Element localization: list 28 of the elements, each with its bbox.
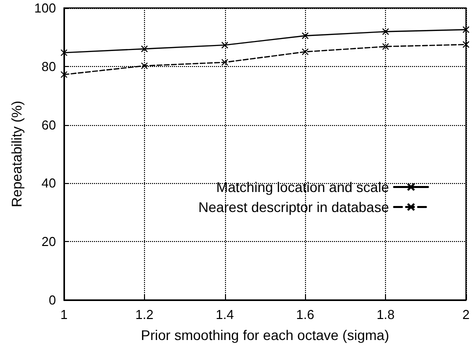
- y-tick-label: 100: [34, 0, 56, 16]
- point: [140, 62, 148, 70]
- point: [302, 48, 309, 56]
- point: [60, 71, 68, 78]
- x-tick-label: 1.8: [376, 307, 395, 322]
- point: [221, 42, 228, 49]
- legend-label: Matching location and scale: [216, 179, 390, 195]
- point: [140, 45, 148, 52]
- x-tick-label: 1.2: [135, 307, 154, 322]
- point: [382, 28, 390, 36]
- y-tick-label: 80: [42, 58, 56, 74]
- y-tick-label: 0: [48, 292, 56, 308]
- point: [302, 32, 309, 40]
- x-axis-title: Prior smoothing for each octave (sigma): [140, 327, 390, 343]
- point: [221, 58, 228, 66]
- x-tick-label: 2: [462, 307, 470, 322]
- y-tick-label: 40: [42, 176, 56, 191]
- y-axis-title: Repeatability (%): [8, 100, 24, 208]
- point: [60, 49, 68, 56]
- x-tick-label: 1.4: [216, 307, 234, 322]
- point: [462, 41, 470, 48]
- point: [462, 26, 470, 34]
- y-tick-label: 60: [42, 117, 56, 132]
- legend-label: Nearest descriptor in database: [198, 199, 390, 215]
- point: [382, 43, 390, 50]
- x-tick-label: 1.6: [296, 307, 314, 322]
- x-tick-label: 1: [60, 307, 68, 322]
- y-tick-label: 20: [42, 234, 56, 250]
